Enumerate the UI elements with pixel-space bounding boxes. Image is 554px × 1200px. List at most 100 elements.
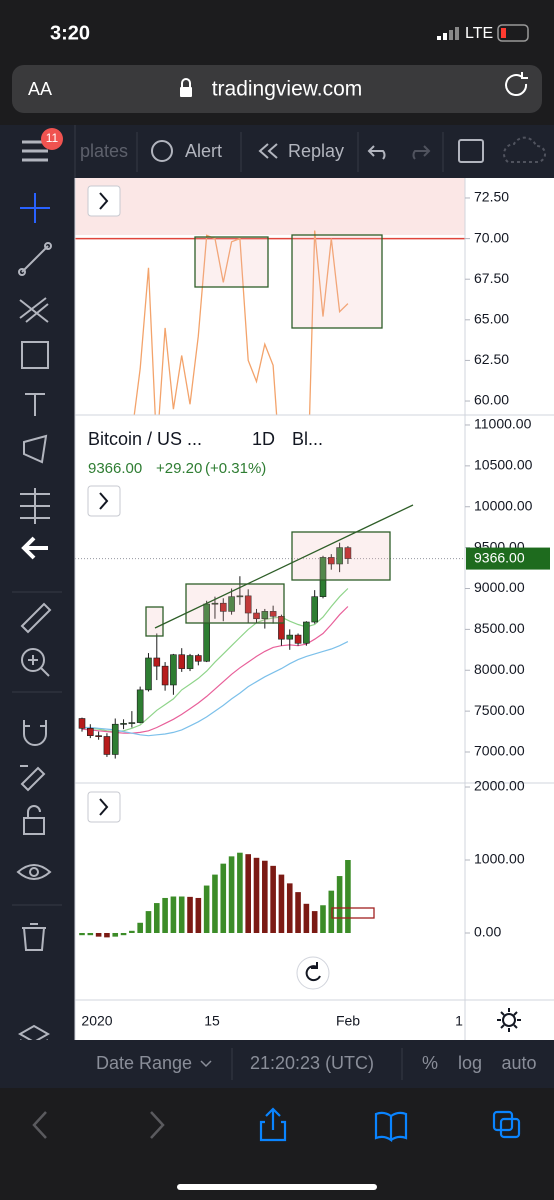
candle-body [136,689,144,723]
y-tick-label: 67.50 [474,270,509,286]
histogram-bar [295,892,301,933]
y-tick-label: 70.00 [474,229,509,245]
change-percent: (+0.31%) [205,460,266,477]
candle-body [120,723,127,725]
oscillator-pane [75,230,465,415]
candle-body [319,557,327,597]
candle-body [78,718,86,729]
templates[interactable]: plates [80,141,128,161]
histogram-bar [195,897,202,933]
dropdown [200,1060,212,1068]
y-tick-label: 1000.00 [474,851,525,867]
x-tick-label: Feb [336,1013,360,1029]
histogram-bar [320,905,326,933]
candle-body [303,621,310,644]
settings[interactable] [497,1008,521,1032]
percent-toggle[interactable]: % [422,1053,438,1073]
y-tick-label: 62.50 [474,351,509,367]
candle-body [219,602,227,612]
exchange: Bl... [292,429,323,449]
interval: 1D [252,429,275,449]
candle-body [178,654,186,669]
y-tick-label: 8500.00 [474,620,525,636]
histogram-bar [95,932,102,937]
y-tick-label: 72.50 [474,189,509,205]
toolbar [0,125,554,178]
change: +29.20 [156,460,202,477]
candle-body [336,547,343,565]
sidebar [0,178,75,1088]
histogram-bar [303,903,310,933]
battery-level [501,28,506,38]
reload[interactable] [505,72,528,96]
alert[interactable]: Alert [185,141,222,161]
y-tick-label: 7000.00 [474,743,525,759]
reset-icon [305,962,321,982]
histogram-bar [145,911,152,933]
text-size[interactable]: AA [28,79,52,99]
badge-count: 11 [46,131,59,145]
log-toggle[interactable]: log [458,1053,482,1073]
cloud[interactable] [503,136,547,163]
histogram-bar [178,896,185,933]
oscillator-line [133,230,349,415]
candle-body [211,602,219,605]
histogram-bar [278,874,285,933]
candle-body [128,722,136,724]
y-tick-label: 65.00 [474,311,509,327]
y-tick-label: 11000.00 [474,416,532,432]
fullscreen[interactable] [458,139,484,163]
histogram-bar [328,890,335,933]
browser-actions[interactable] [259,1107,521,1143]
y-tick-label: 8000.00 [474,661,525,677]
y-tick-label: 10000.00 [474,497,533,513]
candle-body [95,735,102,737]
histogram-bar [104,932,110,938]
candle-body [269,611,277,617]
candle-body [145,657,152,691]
collapse-buttons[interactable] [87,185,121,823]
x-tick-label: 1 [455,1013,463,1029]
candle-body [311,596,318,623]
moving-average [82,641,349,737]
histogram-bar [253,857,260,933]
drawing-box [331,907,375,919]
reset-button[interactable] [296,956,330,990]
moving-average [81,606,349,734]
date-range[interactable]: Date Range [96,1053,192,1073]
candle-body [286,634,294,640]
candle-body [278,615,285,640]
candle-body [170,654,177,686]
clock: 3:20 [50,22,90,44]
redo[interactable] [412,145,431,160]
histogram-bar [187,896,193,933]
url[interactable]: tradingview.com [212,78,363,101]
alert-icon [151,140,173,162]
candle-body [244,595,252,614]
price-pane [75,542,465,759]
replay[interactable]: Replay [288,141,344,161]
signal [437,27,459,40]
chevrons [99,192,109,816]
bottom-bar [0,1040,554,1088]
histogram-bar [120,932,127,936]
histogram-bar [112,932,119,937]
undo[interactable] [367,145,386,160]
symbol: Bitcoin / US ... [88,429,202,449]
nav-arrows[interactable] [32,1111,165,1139]
candle-body [228,596,235,612]
histogram-bar [311,911,318,933]
price-label: 9366.00 [474,549,525,565]
y-tick-label: 10500.00 [474,457,533,473]
auto-toggle[interactable]: auto [501,1053,536,1073]
histogram-bar [262,860,268,933]
overbought-zone [75,178,465,235]
histogram-bar [245,854,251,933]
y-tick-label: 0.00 [474,924,501,940]
home-indicator [177,1184,377,1190]
y-tick-label: 2000.00 [474,778,525,794]
browser-bottom [0,1088,554,1200]
address-bar[interactable] [12,65,542,113]
candle-body [111,723,119,755]
